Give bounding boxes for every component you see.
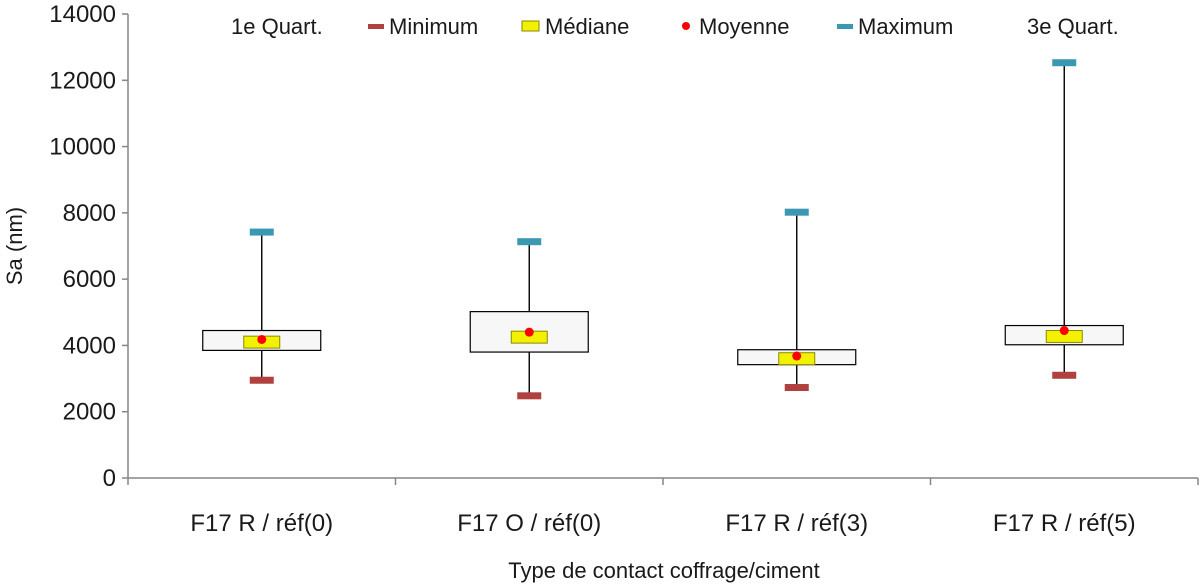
legend-max-label: Maximum	[858, 14, 953, 39]
y-tick-label: 12000	[49, 67, 116, 94]
legend-max-swatch	[837, 24, 853, 29]
legend-mean-label: Moyenne	[699, 14, 790, 39]
legend-min-swatch	[368, 24, 384, 29]
maximum-marker	[249, 228, 274, 236]
box-group	[469, 238, 589, 400]
axes	[122, 13, 1199, 485]
x-category-label: F17 R / réf(5)	[993, 510, 1136, 537]
minimum-marker	[249, 376, 274, 384]
y-tick-label: 0	[103, 465, 116, 492]
legend-q1-label: 1e Quart.	[231, 14, 323, 39]
legend: 1e Quart. Minimum Médiane Moyenne Maximu…	[231, 14, 1119, 39]
x-category-labels: F17 R / réf(0) F17 O / réf(0) F17 R / réf(…	[190, 510, 1135, 537]
y-axis-title: Sa (nm)	[2, 207, 27, 285]
y-tick-labels: 0 2000 4000 6000 8000 10000 12000 14000	[49, 1, 116, 492]
mean-marker	[1059, 326, 1069, 336]
y-tick-label: 6000	[63, 266, 116, 293]
y-tick-label: 14000	[49, 1, 116, 28]
box-group	[202, 228, 322, 384]
legend-min-label: Minimum	[389, 14, 478, 39]
legend-mean-marker	[682, 22, 690, 30]
legend-q3-label: 3e Quart.	[1027, 14, 1119, 39]
mean-marker	[257, 334, 267, 344]
minimum-marker	[517, 392, 542, 400]
maximum-marker	[1052, 59, 1077, 67]
y-tick-label: 4000	[63, 332, 116, 359]
minimum-marker	[1052, 371, 1077, 379]
x-category-label: F17 O / réf(0)	[457, 510, 601, 537]
x-category-label: F17 R / réf(3)	[725, 510, 868, 537]
maximum-marker	[784, 208, 809, 216]
box-group	[1004, 59, 1124, 379]
legend-median-swatch	[521, 20, 540, 32]
maximum-marker	[517, 238, 542, 246]
y-tick-label: 2000	[63, 399, 116, 426]
mean-marker	[792, 351, 802, 361]
box-groups	[202, 59, 1124, 400]
box-group	[737, 208, 857, 392]
x-axis-title: Type de contact coffrage/ciment	[508, 558, 819, 583]
minimum-marker	[784, 384, 809, 392]
legend-median-label: Médiane	[545, 14, 629, 39]
y-tick-label: 10000	[49, 134, 116, 161]
x-category-label: F17 R / réf(0)	[190, 510, 333, 537]
y-tick-label: 8000	[63, 200, 116, 227]
mean-marker	[524, 327, 534, 337]
